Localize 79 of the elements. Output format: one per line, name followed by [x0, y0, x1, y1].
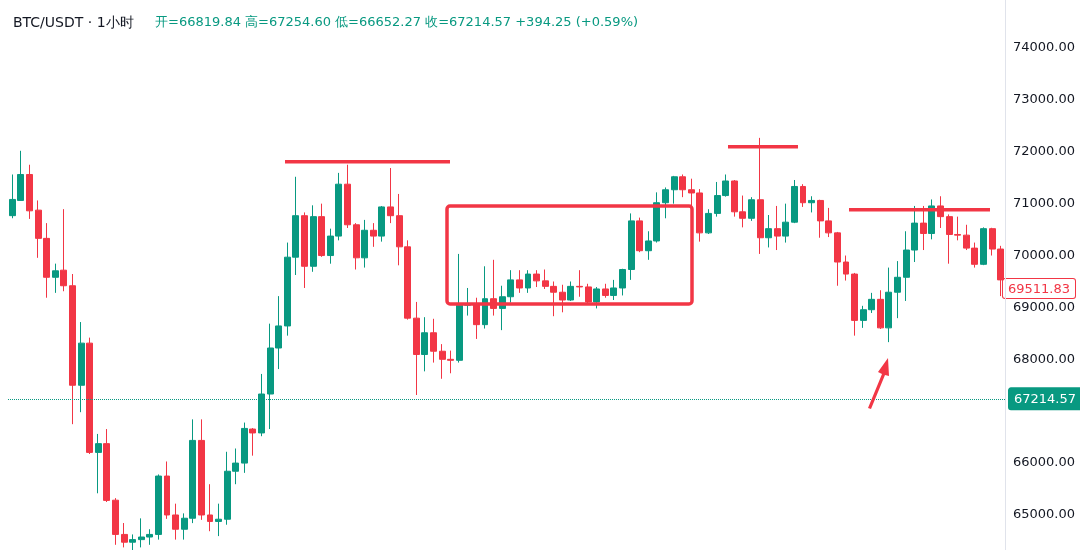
y-tick-label: 72000.00: [1013, 142, 1076, 158]
candlestick: [662, 186, 669, 219]
candlestick: [533, 269, 540, 288]
candlestick: [69, 273, 76, 425]
candlestick: [619, 268, 626, 296]
candlestick: [748, 196, 755, 222]
candlestick: [387, 167, 394, 224]
candlestick: [60, 208, 67, 292]
candlestick: [843, 255, 849, 282]
candlestick: [576, 269, 583, 298]
candlestick: [602, 283, 609, 299]
candlestick: [782, 203, 789, 244]
candlestick: [808, 195, 815, 213]
y-tick-label: 73000.00: [1013, 91, 1076, 107]
y-tick-label: 69000.00: [1013, 298, 1076, 314]
candlestick: [103, 428, 110, 503]
candlestick: [894, 260, 901, 319]
candlestick: [172, 503, 179, 541]
candlestick: [800, 183, 806, 208]
candlestick: [370, 222, 377, 248]
candlestick: [301, 211, 308, 289]
text: BTC/USDT · 1小时: [13, 14, 134, 30]
candlestick: [851, 272, 858, 337]
y-tick-label: 65000.00: [1013, 506, 1076, 522]
candlestick: [112, 497, 119, 546]
candlestick: [95, 433, 102, 494]
candlestick: [593, 286, 600, 309]
candlestick: [765, 214, 772, 248]
text: 69511.83: [1007, 281, 1070, 296]
candlestick: [430, 318, 437, 364]
candlestick: [567, 280, 574, 302]
candlestick: [310, 204, 317, 273]
candlestick: [413, 301, 420, 396]
y-tick-label: 66000.00: [1013, 454, 1076, 470]
candlestick: [757, 137, 764, 255]
candlestick: [456, 253, 463, 364]
candlestick: [774, 205, 781, 251]
candlestick: [121, 522, 128, 548]
candlestick: [378, 205, 385, 243]
candlestick: [155, 473, 162, 541]
candlestick: [249, 427, 256, 457]
candlestick: [52, 263, 59, 294]
candlestick: [885, 267, 892, 343]
candlestick: [318, 203, 325, 258]
candlestick: [473, 297, 480, 340]
candlestick: [86, 337, 93, 455]
candlestick: [585, 283, 592, 304]
candlestick: [490, 259, 497, 317]
candlestick: [26, 164, 33, 220]
candlestick: [559, 284, 566, 313]
candlestick: [164, 460, 170, 520]
candlestick: [628, 212, 635, 281]
candlestick: [980, 226, 987, 266]
candlestick: [679, 174, 686, 198]
candlestick: [207, 483, 213, 532]
y-tick-label: 70000.00: [1013, 246, 1076, 262]
candlestick: [877, 289, 884, 330]
text: 开=66819.84 高=67254.60 低=66652.27 收=67214.57 +394.25 (+0.59%): [155, 14, 639, 29]
candlestick: [215, 503, 222, 537]
candlestick: [636, 217, 643, 253]
candlestick: [516, 269, 523, 294]
candlestick: [705, 208, 712, 235]
candlestick: [241, 422, 248, 474]
candlestick: [791, 179, 798, 224]
candlestick: [353, 222, 360, 270]
candlestick: [344, 164, 351, 229]
candlestick: [361, 219, 368, 269]
candlestick: [525, 269, 531, 294]
ref-line-label: 67214.57: [1014, 391, 1077, 407]
candlestick: [834, 231, 841, 287]
y-tick-label: 71000.00: [1013, 194, 1076, 210]
candlestick: [129, 533, 136, 550]
y-tick-label: 68000.00: [1013, 350, 1076, 366]
candlestick: [671, 175, 678, 205]
candlestick: [920, 205, 927, 251]
candlestick: [421, 316, 428, 372]
candlestick: [610, 279, 617, 301]
candlestick: [198, 418, 205, 521]
y-tick-label: 74000.00: [1013, 39, 1076, 55]
